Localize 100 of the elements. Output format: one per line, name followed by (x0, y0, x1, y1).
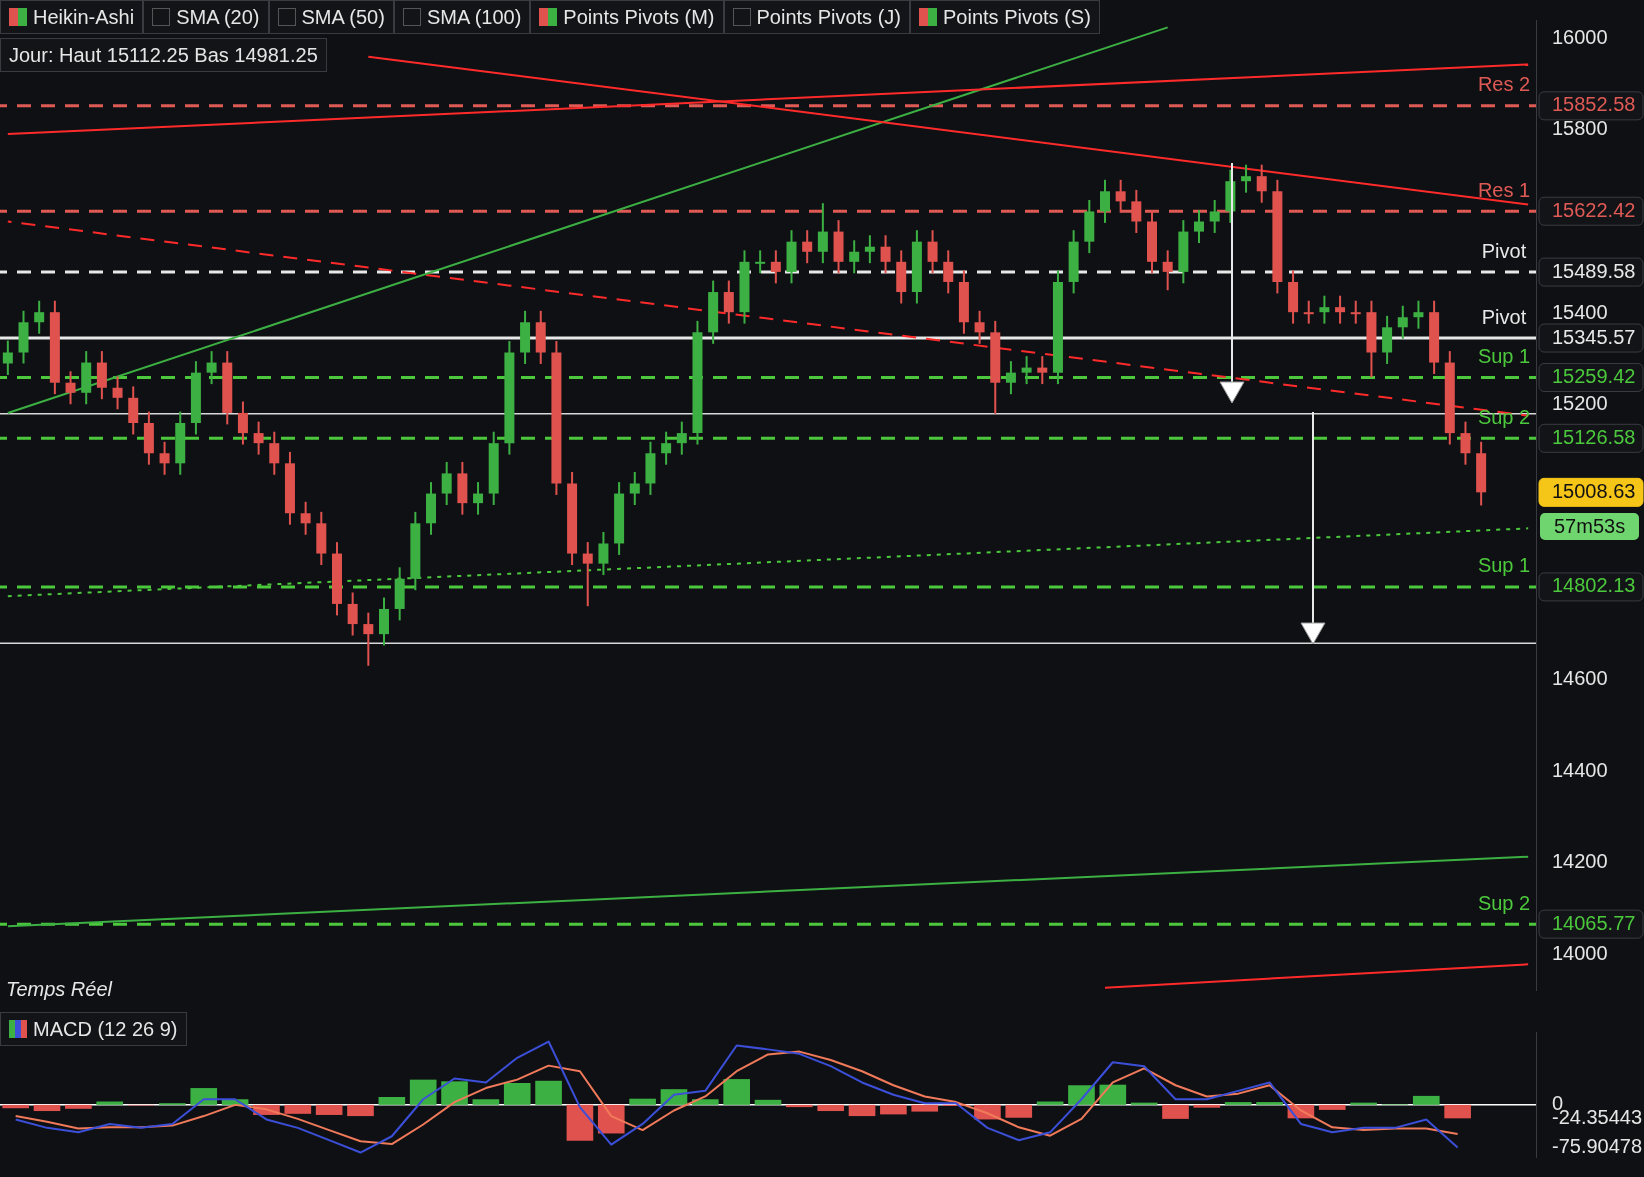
y-tick-label: 15259.42 (1552, 365, 1636, 388)
candlestick (927, 229, 938, 275)
candlestick (1256, 163, 1267, 204)
candlestick (1099, 178, 1110, 224)
bar (1318, 1104, 1346, 1110)
bar (1444, 1104, 1471, 1119)
annotation: Points Pivots (J) (756, 5, 901, 29)
annotation: Points Pivots (M) (563, 5, 715, 29)
y-tick-label: 15008.63 (1552, 479, 1636, 502)
ref-line-label: Pivot (1481, 305, 1527, 328)
bar (629, 1098, 656, 1105)
ref-line-label: Sup 1 (1477, 554, 1531, 577)
y-tick-label: 14802.13 (1552, 574, 1636, 597)
ref-line-label: Res 2 (1477, 73, 1531, 96)
y-tick-label: 15400 (1552, 300, 1608, 323)
candlestick (849, 239, 860, 275)
annotation: SMA (100) (426, 5, 522, 29)
annotation: Jour: Haut 15112.25 Bas 14981.25 (0, 38, 327, 72)
ref-line-label: Sup 1 (1477, 345, 1531, 368)
candlestick (237, 400, 248, 446)
y-tick-label: 15126.58 (1552, 425, 1636, 448)
y-tick-label: 14065.77 (1552, 911, 1636, 934)
candlestick (1350, 299, 1361, 325)
bar (503, 1083, 531, 1105)
y-tick-label: 15800 (1552, 117, 1608, 140)
annotation: SMA (50) (301, 5, 385, 29)
candlestick (65, 370, 76, 406)
candlestick (661, 430, 672, 466)
candlestick (112, 375, 123, 411)
bar (723, 1079, 750, 1105)
bar (1350, 1102, 1377, 1105)
candlestick (1241, 163, 1252, 194)
y-tick-label: 14000 (1552, 941, 1608, 964)
bar (817, 1104, 845, 1112)
candlestick (802, 229, 813, 265)
bar (911, 1104, 939, 1112)
candlestick (1335, 294, 1346, 325)
candlestick (253, 420, 264, 456)
candlestick (1413, 299, 1424, 330)
candlestick (159, 440, 170, 476)
bar (754, 1099, 782, 1105)
bar (1193, 1104, 1221, 1108)
y-tick-label: 14200 (1552, 850, 1608, 873)
annotation: Points Pivots (S) (943, 5, 1091, 29)
bar (378, 1097, 406, 1105)
y-tick-label: 15489.58 (1552, 259, 1636, 282)
candlestick (2, 339, 13, 376)
candlestick (1209, 198, 1220, 234)
y-tick-label: 16000 (1552, 25, 1608, 48)
candlestick (1460, 420, 1471, 466)
bar (2, 1104, 29, 1109)
text: 57m53s (1540, 513, 1640, 540)
y-tick-label: 14400 (1552, 758, 1608, 781)
bar (1256, 1102, 1283, 1105)
candlestick (300, 500, 311, 536)
candlestick (755, 249, 766, 275)
y-tick-label: 15622.42 (1552, 198, 1636, 221)
bar (409, 1079, 437, 1105)
candlestick (723, 279, 734, 325)
bar (1099, 1084, 1127, 1105)
ref-line-label: Res 1 (1477, 178, 1531, 201)
candlestick (1021, 355, 1032, 386)
candlestick (943, 249, 954, 295)
candlestick (974, 309, 985, 345)
bar (315, 1104, 343, 1115)
candlestick (473, 481, 484, 516)
bar (1005, 1104, 1033, 1118)
bar (284, 1104, 312, 1114)
y-tick-label: 15345.57 (1552, 325, 1636, 348)
ref-line-label: Pivot (1481, 239, 1527, 262)
candlestick (441, 460, 452, 506)
bar (347, 1104, 374, 1117)
bar (65, 1104, 92, 1109)
bar (535, 1080, 562, 1105)
candlestick (676, 420, 687, 456)
bar (441, 1081, 468, 1105)
bar (786, 1104, 813, 1108)
bar (1162, 1104, 1189, 1119)
y-tick-label: 15200 (1552, 392, 1608, 415)
candlestick (1397, 304, 1408, 340)
candlestick (1319, 294, 1330, 325)
candlestick (363, 611, 374, 667)
y-tick-label: -75.90478 (1552, 1134, 1643, 1157)
chart-title: MACD (12 26 9) (33, 1017, 178, 1041)
candlestick (817, 202, 828, 265)
candlestick (1037, 355, 1048, 386)
annotation: Temps Réel (6, 978, 112, 1001)
candlestick (206, 350, 217, 386)
bar (96, 1101, 124, 1105)
bar (1224, 1102, 1252, 1105)
bar (880, 1104, 907, 1115)
bar (566, 1104, 594, 1141)
y-tick-label: 15852.58 (1552, 93, 1636, 116)
annotation: Heikin-Ashi (33, 5, 135, 29)
candlestick (1303, 299, 1314, 325)
candlestick (269, 430, 280, 476)
candlestick (1162, 249, 1173, 292)
bar (33, 1104, 61, 1112)
candlestick (34, 299, 45, 335)
bar (597, 1104, 625, 1134)
